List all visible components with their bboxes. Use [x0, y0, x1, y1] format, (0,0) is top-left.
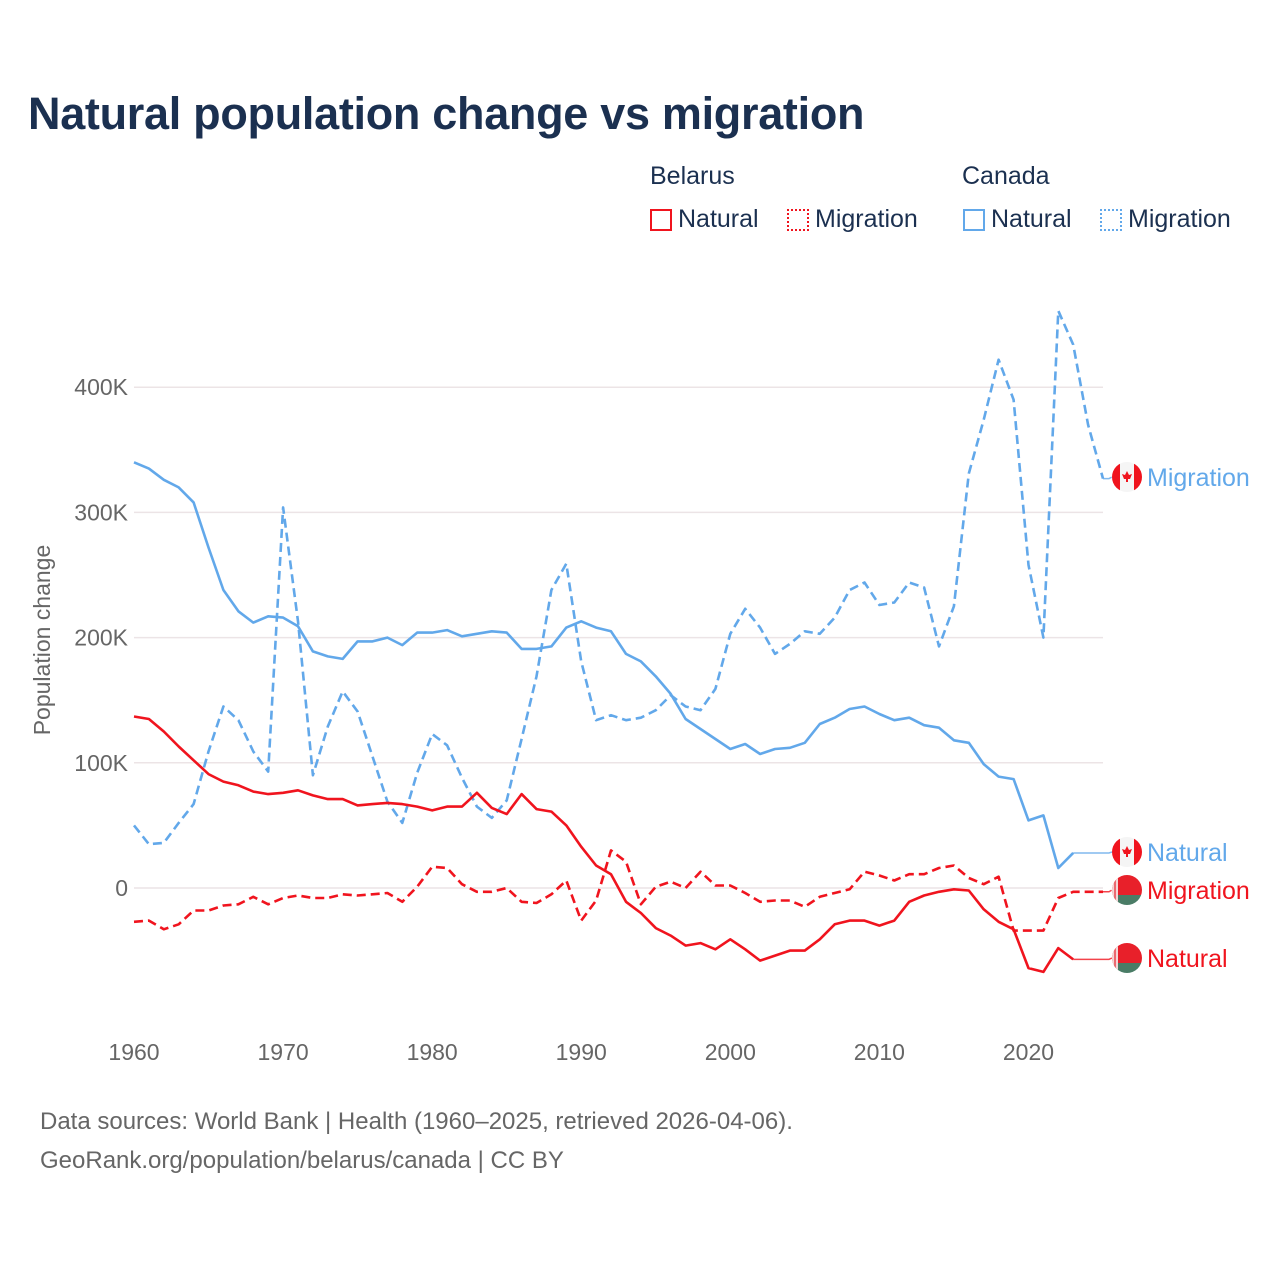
series-line-canada-migration — [132, 309, 1105, 846]
footer-credit: GeoRank.org/population/belarus/canada | … — [40, 1147, 564, 1174]
legend-group-canada: Canada — [962, 162, 1050, 190]
legend-label: Natural — [678, 205, 759, 233]
y-axis: 0 100K 200K 300K 400K — [74, 374, 128, 901]
x-tick-label: 2000 — [705, 1039, 756, 1065]
legend-belarus-migration[interactable]: Migration — [787, 205, 918, 234]
legend-label: Migration — [1128, 205, 1231, 233]
end-label-belarus-migration: Migration — [1147, 877, 1250, 905]
legend-swatch-solid — [963, 208, 985, 231]
legend-canada-natural[interactable]: Natural — [963, 205, 1072, 234]
label-connector — [1073, 851, 1113, 854]
grid — [134, 386, 1103, 889]
y-tick-label: 100K — [74, 750, 128, 776]
x-tick-label: 1960 — [108, 1039, 159, 1065]
y-tick-label: 0 — [115, 875, 128, 901]
belarus-flag-icon — [1112, 943, 1142, 973]
label-connector — [1103, 476, 1113, 480]
chart-title: Natural population change vs migration — [28, 88, 865, 139]
y-tick-label: 200K — [74, 625, 128, 651]
end-labels: Migration Natural Migration Natural — [1112, 462, 1250, 973]
series-line-belarus-natural — [133, 715, 1074, 974]
legend-label: Natural — [991, 205, 1072, 233]
legend-belarus-natural[interactable]: Natural — [650, 205, 759, 234]
x-tick-label: 1970 — [257, 1039, 308, 1065]
legend-swatch-dotted — [1100, 208, 1122, 231]
legend-swatch-dotted — [787, 208, 809, 231]
x-tick-label: 1980 — [407, 1039, 458, 1065]
label-connector — [1073, 957, 1113, 961]
legend-group-belarus: Belarus — [650, 162, 735, 190]
belarus-flag-icon — [1112, 875, 1142, 905]
series-lines — [132, 309, 1113, 974]
legend-swatch-solid — [650, 208, 672, 231]
y-tick-label: 400K — [74, 374, 128, 400]
x-tick-label: 2020 — [1003, 1039, 1054, 1065]
x-axis: 1960 1970 1980 1990 2000 2010 2020 — [108, 1039, 1054, 1065]
end-label-belarus-natural: Natural — [1147, 945, 1228, 973]
y-tick-label: 300K — [74, 499, 128, 525]
series-line-canada-natural — [133, 461, 1075, 870]
x-tick-label: 1990 — [556, 1039, 607, 1065]
y-axis-label: Population change — [29, 545, 55, 736]
canada-flag-icon — [1112, 462, 1142, 492]
series-line-belarus-migration — [133, 849, 1103, 932]
canada-flag-icon — [1112, 837, 1142, 867]
end-label-canada-natural: Natural — [1147, 839, 1228, 867]
legend-label: Migration — [815, 205, 918, 233]
end-label-canada-migration: Migration — [1147, 464, 1250, 492]
footer-source: Data sources: World Bank | Health (1960–… — [40, 1108, 793, 1135]
legend-canada-migration[interactable]: Migration — [1100, 205, 1231, 234]
x-tick-label: 2010 — [854, 1039, 905, 1065]
label-connector — [1103, 889, 1113, 893]
